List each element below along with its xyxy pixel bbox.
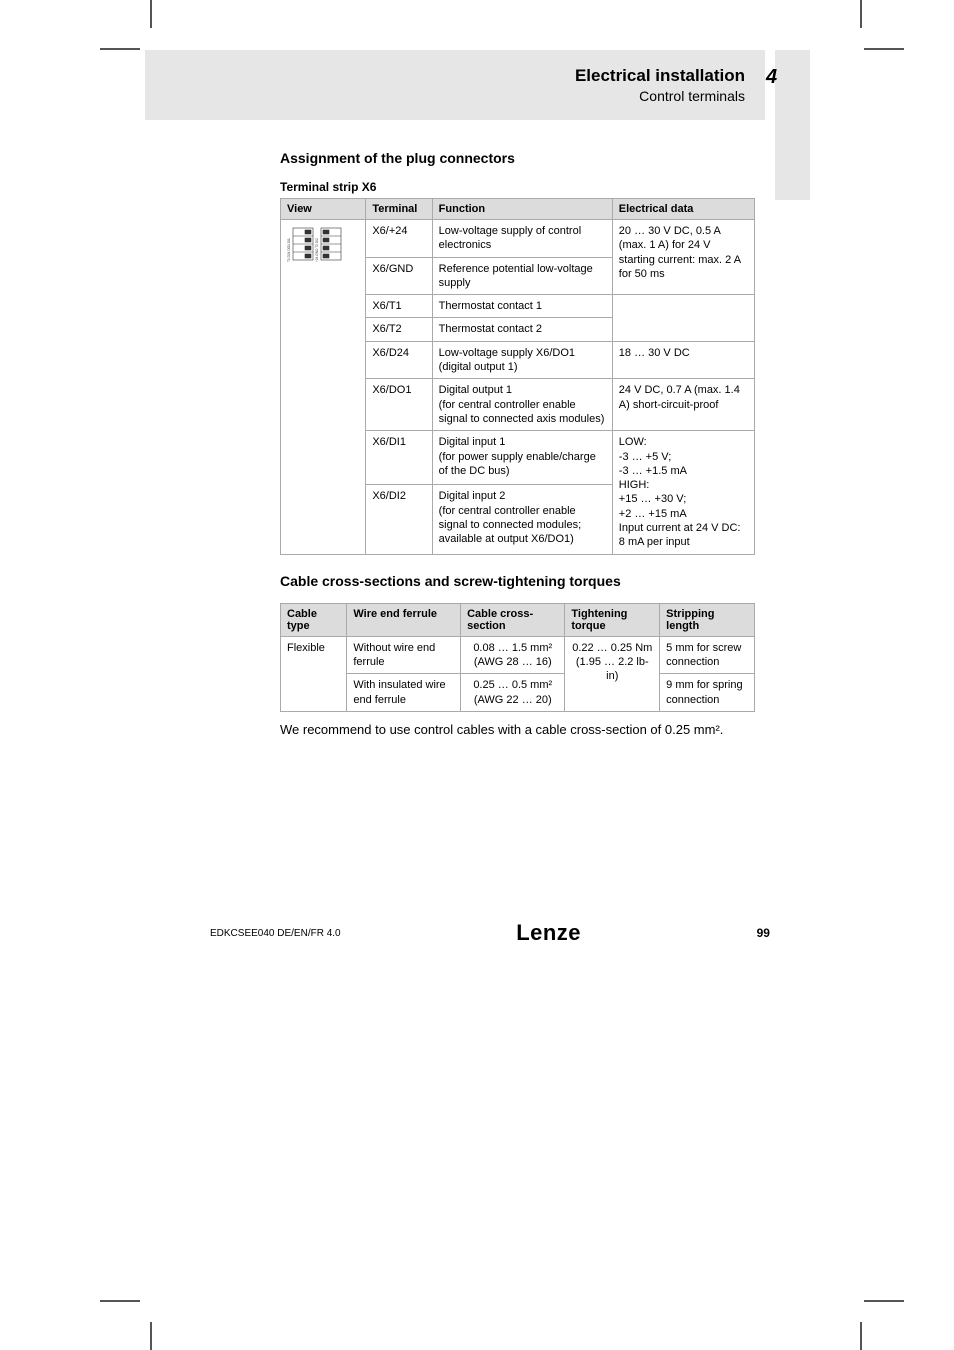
cell-electrical-data: 24 V DC, 0.7 A (max. 1.4 A) short-circui… [612,379,754,431]
th-torque: Tightening torque [565,603,660,636]
page: Electrical installation Control terminal… [0,0,954,1350]
cell-ferrule: With insulated wire end ferrule [347,674,461,712]
cell-function: Thermostat contact 2 [432,318,612,341]
crop-mark [100,1300,140,1302]
table-row: Flexible Without wire end ferrule 0.08 …… [281,636,755,674]
crop-mark [860,0,862,28]
cell-function: Digital output 1 (for central controller… [432,379,612,431]
th-view: View [281,199,366,220]
cell-cross-section: 0.08 … 1.5 mm² (AWG 28 … 16) [461,636,565,674]
cell-function: Low-voltage supply X6/DO1 (digital outpu… [432,341,612,379]
header-side-band [775,50,810,200]
cell-terminal: X6/T2 [366,318,432,341]
page-footer: EDKCSEE040 DE/EN/FR 4.0 Lenze 99 [210,920,770,946]
view-label-right: +24 GND T2 DI2 [315,238,319,262]
cell-terminal: X6/+24 [366,220,432,258]
cell-electrical-data: 20 … 30 V DC, 0.5 A (max. 1 A) for 24 V … [612,220,754,295]
cell-stripping: 9 mm for spring connection [660,674,755,712]
recommendation-note: We recommend to use control cables with … [280,722,755,737]
cell-function: Reference potential low-voltage supply [432,257,612,295]
cell-terminal: X6/DI2 [366,485,432,554]
table-row: T1 D24 DO1 DI1 +24 GND T2 DI2 X6/+24 Low… [281,220,755,258]
view-label-left: T1 D24 DO1 DI1 [287,238,291,262]
page-number: 99 [757,926,770,940]
table-header-row: View Terminal Function Electrical data [281,199,755,220]
terminal-strip-icon: T1 D24 DO1 DI1 +24 GND T2 DI2 [287,224,347,264]
crop-mark [100,48,140,50]
th-terminal: Terminal [366,199,432,220]
table-header-row: Cable type Wire end ferrule Cable cross-… [281,603,755,636]
cell-terminal: X6/D24 [366,341,432,379]
cell-terminal: X6/GND [366,257,432,295]
cell-electrical-data [612,295,754,342]
page-subtitle: Control terminals [525,88,745,104]
table-caption-x6: Terminal strip X6 [280,180,755,194]
th-function: Function [432,199,612,220]
cell-electrical-data: 18 … 30 V DC [612,341,754,379]
cell-function: Digital input 2 (for central controller … [432,485,612,554]
th-ferrule: Wire end ferrule [347,603,461,636]
terminal-strip-table: View Terminal Function Electrical data [280,198,755,555]
cell-function: Thermostat contact 1 [432,295,612,318]
page-header: Electrical installation Control terminal… [525,66,745,104]
cell-terminal: X6/DO1 [366,379,432,431]
content-area: Assignment of the plug connectors Termin… [280,150,755,737]
crop-mark [864,48,904,50]
page-title: Electrical installation [525,66,745,86]
th-cross-section: Cable cross-section [461,603,565,636]
th-stripping: Stripping length [660,603,755,636]
crop-mark [860,1322,862,1350]
cell-electrical-data: LOW: -3 … +5 V; -3 … +1.5 mA HIGH: +15 …… [612,431,754,554]
doc-reference: EDKCSEE040 DE/EN/FR 4.0 [210,928,341,939]
th-cable-type: Cable type [281,603,347,636]
crop-mark [150,0,152,28]
cell-terminal: X6/DI1 [366,431,432,485]
section-heading-connectors: Assignment of the plug connectors [280,150,755,166]
view-cell: T1 D24 DO1 DI1 +24 GND T2 DI2 [281,220,366,555]
th-electrical-data: Electrical data [612,199,754,220]
cell-terminal: X6/T1 [366,295,432,318]
cell-cross-section: 0.25 … 0.5 mm² (AWG 22 … 20) [461,674,565,712]
cell-function: Low-voltage supply of control electronic… [432,220,612,258]
section-heading-cable: Cable cross-sections and screw-tightenin… [280,573,755,589]
cable-cross-section-table: Cable type Wire end ferrule Cable cross-… [280,603,755,712]
cell-torque: 0.22 … 0.25 Nm (1.95 … 2.2 lb-in) [565,636,660,711]
crop-mark [150,1322,152,1350]
chapter-number: 4 [766,66,777,89]
cell-function: Digital input 1 (for power supply enable… [432,431,612,485]
brand-logo: Lenze [516,920,581,946]
cell-stripping: 5 mm for screw connection [660,636,755,674]
cell-ferrule: Without wire end ferrule [347,636,461,674]
table-row: With insulated wire end ferrule 0.25 … 0… [281,674,755,712]
crop-mark [864,1300,904,1302]
cell-cable-type: Flexible [281,636,347,711]
